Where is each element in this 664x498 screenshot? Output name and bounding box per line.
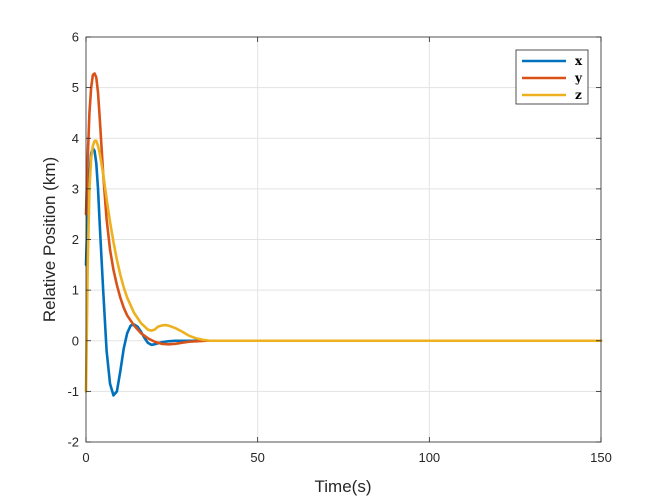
y-axis-label: Relative Position (km) <box>40 157 59 322</box>
legend: xyz <box>515 49 589 105</box>
y-tick-label: -1 <box>67 384 79 399</box>
x-tick-label: 50 <box>250 450 264 465</box>
x-tick-label: 0 <box>82 450 89 465</box>
series-line-x <box>84 147 603 397</box>
x-axis-label: Time(s) <box>315 477 372 496</box>
x-tick-label: 100 <box>418 450 440 465</box>
series-line-y <box>84 72 603 346</box>
y-tick-label: 6 <box>72 30 79 45</box>
y-tick-label: 2 <box>72 232 79 247</box>
series-lines <box>84 72 603 397</box>
series-line-z <box>84 139 603 393</box>
axis-ticks: 0 50 100 150 -2 -1 0 1 2 3 4 5 6 <box>67 30 611 466</box>
y-tick-label: 3 <box>72 181 79 196</box>
y-tick-label: 4 <box>72 131 79 146</box>
legend-label-x: x <box>575 54 583 68</box>
legend-label-y: y <box>574 71 583 85</box>
y-tick-label: 1 <box>72 283 79 298</box>
legend-label-z: z <box>575 88 582 102</box>
y-tick-label: -2 <box>67 435 79 450</box>
x-tick-label: 150 <box>590 450 612 465</box>
y-tick-label: 5 <box>72 80 79 95</box>
y-tick-label: 0 <box>72 333 79 348</box>
